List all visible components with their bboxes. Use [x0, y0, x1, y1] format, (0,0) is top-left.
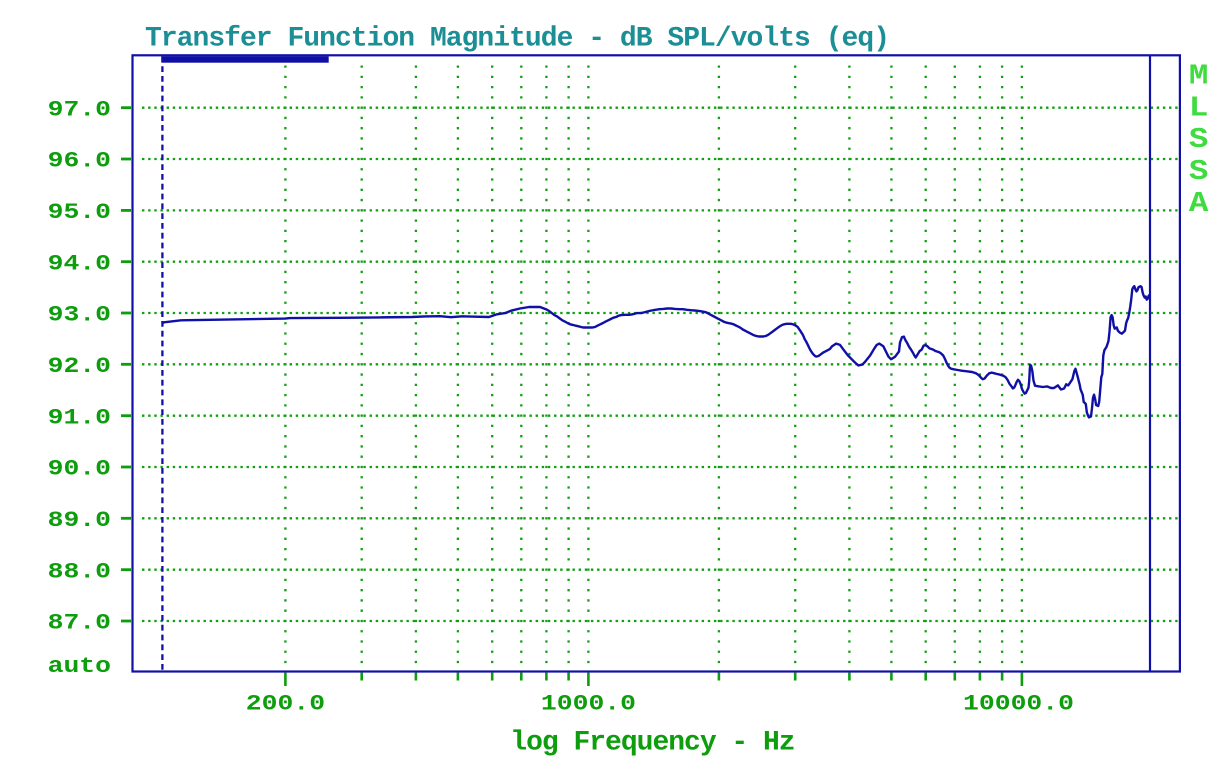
- svg-text:log Frequency - Hz: log Frequency - Hz: [510, 728, 795, 759]
- svg-text:Transfer Function Magnitude -: Transfer Function Magnitude - dB SPL/vol…: [145, 23, 890, 54]
- svg-text:M: M: [1189, 60, 1209, 93]
- svg-text:S: S: [1189, 155, 1209, 188]
- svg-text:auto: auto: [48, 653, 111, 679]
- svg-text:90.0: 90.0: [48, 456, 111, 482]
- svg-text:92.0: 92.0: [48, 353, 111, 379]
- svg-text:A: A: [1189, 187, 1209, 220]
- svg-text:94.0: 94.0: [48, 250, 111, 276]
- svg-text:88.0: 88.0: [48, 558, 111, 584]
- svg-text:S: S: [1189, 123, 1209, 156]
- svg-text:10000.0: 10000.0: [963, 690, 1074, 716]
- svg-text:L: L: [1189, 91, 1209, 124]
- svg-text:96.0: 96.0: [48, 148, 111, 174]
- svg-text:87.0: 87.0: [48, 610, 111, 636]
- svg-text:93.0: 93.0: [48, 302, 111, 328]
- svg-text:91.0: 91.0: [48, 404, 111, 430]
- svg-text:89.0: 89.0: [48, 507, 111, 533]
- svg-text:95.0: 95.0: [48, 199, 111, 225]
- svg-text:1000.0: 1000.0: [541, 690, 636, 716]
- svg-text:200.0: 200.0: [246, 690, 325, 716]
- svg-text:97.0: 97.0: [48, 96, 111, 122]
